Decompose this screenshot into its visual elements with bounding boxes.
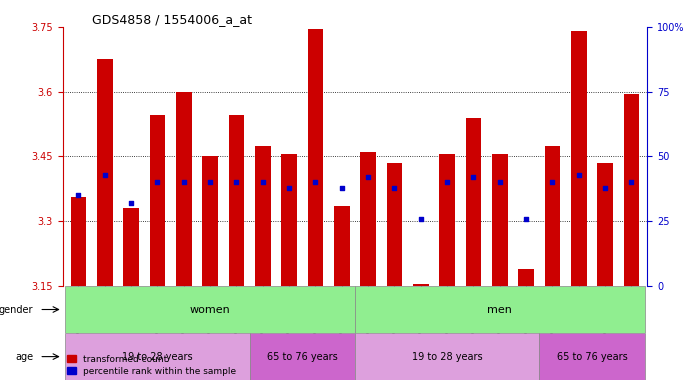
- Bar: [255, 146, 271, 286]
- Bar: [150, 116, 166, 286]
- Point: [547, 179, 558, 185]
- Text: women: women: [190, 305, 230, 314]
- Text: 65 to 76 years: 65 to 76 years: [267, 352, 338, 362]
- FancyBboxPatch shape: [65, 333, 250, 380]
- Point: [178, 179, 189, 185]
- Point: [73, 192, 84, 199]
- Bar: [123, 208, 139, 286]
- Point: [468, 174, 479, 180]
- Point: [336, 184, 347, 190]
- Bar: [597, 163, 613, 286]
- Text: 65 to 76 years: 65 to 76 years: [557, 352, 627, 362]
- Bar: [466, 118, 482, 286]
- Bar: [176, 92, 191, 286]
- Text: age: age: [15, 352, 33, 362]
- Text: GDS4858 / 1554006_a_at: GDS4858 / 1554006_a_at: [92, 13, 252, 26]
- Point: [363, 174, 374, 180]
- Point: [599, 184, 610, 190]
- Bar: [571, 31, 587, 286]
- Bar: [624, 94, 640, 286]
- Text: gender: gender: [0, 305, 33, 314]
- Point: [205, 179, 216, 185]
- Point: [100, 172, 111, 178]
- FancyBboxPatch shape: [539, 333, 644, 380]
- Bar: [308, 29, 324, 286]
- Point: [283, 184, 294, 190]
- Bar: [492, 154, 507, 286]
- Bar: [361, 152, 376, 286]
- Text: 19 to 28 years: 19 to 28 years: [412, 352, 482, 362]
- FancyBboxPatch shape: [65, 286, 355, 333]
- FancyBboxPatch shape: [250, 333, 355, 380]
- Bar: [386, 163, 402, 286]
- Point: [231, 179, 242, 185]
- Point: [310, 179, 321, 185]
- Point: [441, 179, 452, 185]
- FancyBboxPatch shape: [355, 286, 644, 333]
- Point: [416, 215, 427, 222]
- Bar: [519, 269, 534, 286]
- Text: men: men: [487, 305, 512, 314]
- Point: [258, 179, 269, 185]
- Point: [574, 172, 585, 178]
- Point: [125, 200, 136, 206]
- Point: [152, 179, 163, 185]
- Bar: [97, 59, 113, 286]
- Point: [494, 179, 505, 185]
- Point: [626, 179, 637, 185]
- FancyBboxPatch shape: [355, 333, 539, 380]
- Bar: [203, 156, 218, 286]
- Bar: [70, 197, 86, 286]
- Bar: [544, 146, 560, 286]
- Bar: [228, 116, 244, 286]
- Legend: transformed count, percentile rank within the sample: transformed count, percentile rank withi…: [67, 355, 237, 376]
- Text: 19 to 28 years: 19 to 28 years: [122, 352, 193, 362]
- Bar: [334, 206, 349, 286]
- Bar: [439, 154, 455, 286]
- Point: [521, 215, 532, 222]
- Point: [389, 184, 400, 190]
- Bar: [413, 284, 429, 286]
- Bar: [281, 154, 297, 286]
